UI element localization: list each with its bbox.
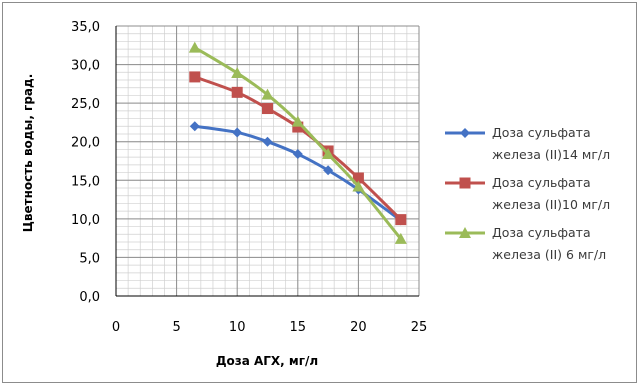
series-3 [188, 41, 407, 244]
x-tick-label: 5 [172, 320, 180, 335]
legend-entry-3: Доза сульфата железа (II) 6 мг/л [445, 225, 606, 262]
y-tick-label: 20,0 [71, 136, 100, 151]
legend-marker [460, 128, 470, 138]
x-tick-label: 20 [350, 320, 367, 335]
y-tick-label: 25,0 [71, 97, 100, 112]
legend-label: железа (II) 6 мг/л [492, 247, 606, 262]
x-tick-label: 25 [411, 320, 428, 335]
legend-label: железа (II)10 мг/л [492, 197, 610, 212]
x-tick-label: 15 [290, 320, 307, 335]
legend-entry-1: Доза сульфата железа (II)14 мг/л [445, 125, 610, 162]
data-point [188, 41, 201, 53]
axes: 0 5 10 15 20 25 0,0 5,0 10,0 15,0 20,0 25,0 30,0 35,0 [71, 20, 427, 335]
x-tick-label: 10 [229, 320, 246, 335]
grid [115, 25, 420, 297]
y-tick-label: 35,0 [71, 20, 100, 35]
legend-marker [459, 227, 471, 238]
data-point [322, 148, 335, 160]
legend-label: Доза сульфата [492, 125, 591, 140]
legend-marker [459, 177, 471, 189]
data-point [261, 88, 274, 100]
x-axis-title: Доза АГХ, мг/л [216, 354, 318, 368]
y-tick-label: 5,0 [79, 251, 100, 266]
x-tick-label: 0 [112, 320, 120, 335]
data-point [352, 180, 365, 192]
data-point [291, 115, 304, 127]
data-point [395, 214, 407, 226]
data-point [394, 232, 407, 244]
legend-entry-2: Доза сульфата железа (II)10 мг/л [445, 175, 610, 212]
legend-label: Доза сульфата [492, 225, 591, 240]
data-point [292, 121, 304, 133]
y-tick-label: 0,0 [79, 290, 100, 305]
y-axis-title: Цветность воды, град. [21, 74, 35, 233]
data-point [189, 71, 201, 83]
data-point [292, 149, 303, 160]
y-tick-label: 15,0 [71, 174, 100, 189]
data-point [262, 136, 273, 147]
series-layer [188, 41, 407, 244]
legend-label: железа (II)14 мг/л [492, 147, 610, 162]
data-point [323, 165, 334, 176]
y-tick-label: 30,0 [71, 59, 100, 74]
chart-area [2, 2, 637, 383]
y-tick-label: 10,0 [71, 213, 100, 228]
data-point [231, 67, 244, 79]
legend-label: Доза сульфата [492, 175, 591, 190]
data-point [232, 127, 243, 138]
data-point [189, 121, 200, 132]
data-point [231, 86, 243, 98]
data-point [262, 103, 273, 115]
data-point [352, 172, 364, 184]
